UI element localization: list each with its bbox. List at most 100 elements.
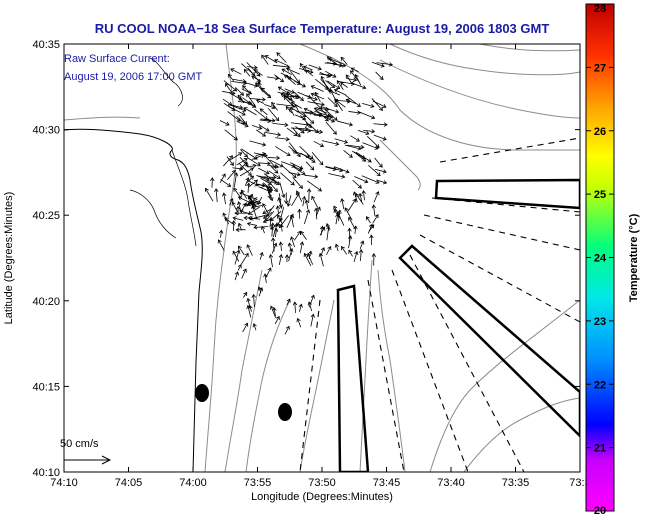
x-tick-label: 73:50 bbox=[308, 477, 336, 489]
current-vector-arrow bbox=[347, 227, 352, 242]
current-vector-arrow bbox=[249, 140, 267, 147]
current-vector-arrow bbox=[348, 249, 353, 257]
current-vector-arrow bbox=[258, 167, 270, 175]
current-vector-arrow bbox=[309, 97, 323, 110]
current-vector-arrow bbox=[359, 240, 365, 250]
current-vector-arrow bbox=[235, 205, 241, 215]
current-vector-arrow bbox=[223, 155, 234, 167]
current-vector-arrow bbox=[358, 111, 376, 120]
current-vector-arrow bbox=[281, 68, 292, 75]
current-vector-arrow bbox=[234, 210, 249, 216]
current-vector-arrow bbox=[372, 214, 379, 224]
current-vector-arrow bbox=[310, 313, 315, 327]
y-tick-label: 40:10 bbox=[32, 467, 60, 479]
current-vector-arrow bbox=[301, 195, 307, 207]
x-tick-label: 73:35 bbox=[502, 477, 530, 489]
current-vector-arrow bbox=[275, 136, 290, 142]
inlet-detail bbox=[129, 189, 177, 239]
current-vector-arrow bbox=[303, 107, 316, 115]
current-vector-arrow bbox=[272, 222, 279, 237]
current-vector-arrow bbox=[333, 166, 350, 174]
current-vector-arrow bbox=[240, 149, 248, 158]
current-vector-arrow bbox=[236, 121, 249, 128]
current-vector-arrow bbox=[280, 172, 295, 186]
current-vector-arrow bbox=[319, 225, 325, 236]
current-vector-arrow bbox=[280, 93, 295, 103]
current-vector-arrow bbox=[361, 175, 380, 184]
y-tick-label: 40:20 bbox=[32, 296, 60, 308]
x-tick-label: 74:10 bbox=[50, 477, 78, 489]
current-vector-arrow bbox=[355, 151, 372, 163]
current-vector-arrow bbox=[264, 131, 282, 137]
current-vector-arrow bbox=[222, 192, 227, 205]
current-vector-arrow bbox=[299, 62, 306, 73]
x-tick-label: 74:00 bbox=[179, 477, 207, 489]
current-vector-arrow bbox=[373, 134, 387, 141]
current-vector-arrow bbox=[288, 145, 298, 154]
current-vector-arrow bbox=[259, 108, 268, 116]
current-vector-arrow bbox=[368, 164, 381, 177]
current-vector-arrow bbox=[300, 152, 316, 163]
current-vector-arrow bbox=[251, 75, 262, 82]
current-vector-arrow bbox=[376, 179, 388, 185]
coastline bbox=[64, 128, 203, 472]
current-vector-arrow bbox=[235, 227, 246, 232]
current-vector-arrow bbox=[220, 179, 232, 187]
current-vector-arrow bbox=[239, 167, 254, 177]
current-vector-arrow bbox=[236, 116, 245, 124]
current-vector-arrow bbox=[311, 195, 319, 208]
current-vector-arrow bbox=[270, 222, 275, 237]
current-vector-arrow bbox=[314, 207, 319, 220]
current-vector-arrow bbox=[374, 157, 383, 168]
current-vector-arrow bbox=[305, 161, 315, 171]
current-vector-arrow bbox=[290, 101, 302, 109]
current-vector-arrow bbox=[301, 111, 315, 124]
y-tick-label: 40:15 bbox=[32, 381, 60, 393]
current-vector-arrow bbox=[326, 245, 332, 255]
current-vector-arrow bbox=[248, 195, 256, 208]
current-vector-arrow bbox=[251, 204, 258, 220]
current-vector-arrow bbox=[247, 193, 254, 206]
colorbar-tick-label: 28 bbox=[594, 3, 606, 15]
current-vector-arrow bbox=[235, 87, 245, 96]
current-vector-arrow bbox=[226, 156, 234, 167]
current-vector-arrow bbox=[341, 246, 348, 255]
x-tick-label: 73:45 bbox=[373, 477, 401, 489]
current-vector-arrow bbox=[300, 230, 307, 240]
current-vector-arrow bbox=[229, 198, 234, 206]
current-vector-arrow bbox=[264, 103, 276, 110]
current-vector-arrow bbox=[263, 211, 272, 219]
current-vector-arrow bbox=[232, 250, 240, 262]
current-vector-arrow bbox=[371, 98, 383, 111]
current-vector-arrow bbox=[308, 250, 313, 260]
current-vector-arrow bbox=[218, 229, 224, 238]
current-vector-arrow bbox=[263, 173, 280, 185]
colorbar-tick-label: 24 bbox=[594, 253, 607, 265]
current-vector-arrow bbox=[253, 225, 269, 230]
current-vector-arrow bbox=[229, 152, 243, 161]
current-vector-arrow bbox=[269, 159, 284, 168]
current-vector-arrow bbox=[251, 293, 256, 308]
current-vector-arrow bbox=[283, 94, 293, 101]
current-vector-arrow bbox=[299, 241, 305, 254]
current-vector-arrow bbox=[374, 168, 387, 174]
current-vector-arrow bbox=[246, 93, 255, 105]
current-vector-arrow bbox=[255, 82, 264, 93]
current-vector-arrow bbox=[237, 222, 242, 231]
current-vector-arrow bbox=[274, 74, 285, 83]
colorbar-tick-label: 26 bbox=[594, 126, 606, 138]
current-vector-arrow bbox=[313, 107, 328, 114]
current-vector-arrow bbox=[367, 223, 374, 234]
current-vector-arrow bbox=[240, 252, 249, 266]
current-vector-arrow bbox=[373, 122, 388, 127]
current-label: Raw Surface Current: bbox=[64, 53, 170, 65]
current-vector-arrow bbox=[375, 71, 384, 81]
current-vector-arrow bbox=[334, 243, 339, 252]
current-vector-arrow bbox=[246, 244, 253, 256]
current-vector-arrow bbox=[291, 192, 300, 206]
current-vector-arrow bbox=[239, 161, 248, 171]
current-vector-arrow bbox=[286, 67, 300, 75]
current-vector-arrow bbox=[277, 86, 287, 93]
current-vector-arrow bbox=[227, 73, 234, 81]
